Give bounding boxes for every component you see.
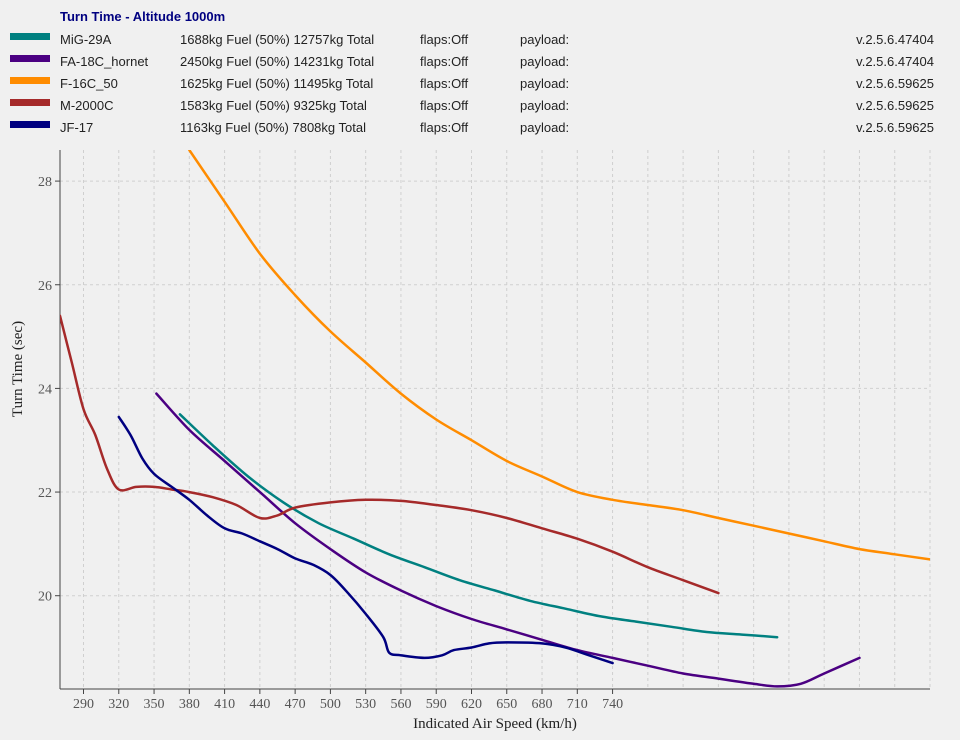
legend-name: M-2000C xyxy=(60,98,113,113)
legend-flaps: flaps:Off xyxy=(420,32,469,47)
legend-version: v.2.5.6.47404 xyxy=(856,54,934,69)
legend-fuel: 1688kg Fuel (50%) 12757kg Total xyxy=(180,32,374,47)
x-tick-label: 290 xyxy=(73,697,94,712)
legend-fuel: 1583kg Fuel (50%) 9325kg Total xyxy=(180,98,367,113)
x-tick-label: 740 xyxy=(602,697,623,712)
x-tick-label: 710 xyxy=(567,697,588,712)
y-tick-label: 20 xyxy=(38,590,52,605)
legend-flaps: flaps:Off xyxy=(420,76,469,91)
x-tick-label: 560 xyxy=(390,697,411,712)
x-tick-label: 590 xyxy=(426,697,447,712)
axes-layer xyxy=(59,150,930,690)
x-tick-label: 680 xyxy=(532,697,553,712)
legend-item: JF-17 1163kg Fuel (50%) 7808kg Total flaps… xyxy=(10,120,934,135)
x-tick-label: 500 xyxy=(320,697,341,712)
legend-payload: payload: xyxy=(520,76,569,91)
legend-name: F-16C_50 xyxy=(60,76,118,91)
y-axis-title: Turn Time (sec) xyxy=(10,321,26,417)
series-lines xyxy=(60,150,930,688)
x-tick-label: 530 xyxy=(355,697,376,712)
legend-version: v.2.5.6.47404 xyxy=(856,32,934,47)
legend-fuel: 1163kg Fuel (50%) 7808kg Total xyxy=(180,120,366,135)
y-tick-label: 28 xyxy=(38,175,52,190)
series-line-0 xyxy=(178,413,779,639)
legend: Turn Time - Altitude 1000m MiG-29A 1688kg… xyxy=(10,9,934,135)
legend-fuel: 2450kg Fuel (50%) 14231kg Total xyxy=(180,54,374,69)
y-tick-label: 26 xyxy=(38,279,52,294)
series-line-2 xyxy=(188,150,930,561)
legend-item: F-16C_50 1625kg Fuel (50%) 11495kg Total f… xyxy=(10,76,934,91)
legend-item: M-2000C 1583kg Fuel (50%) 9325kg Total fla… xyxy=(10,98,934,113)
legend-flaps: flaps:Off xyxy=(420,98,469,113)
tick-labels: 290 320 350 380 410 440 470 500 530 560 590 620 650 6… xyxy=(38,175,623,712)
series-line-3 xyxy=(60,314,720,595)
grid-layer xyxy=(60,150,931,689)
series-line-1 xyxy=(155,392,861,688)
legend-flaps: flaps:Off xyxy=(420,120,469,135)
x-tick-label: 320 xyxy=(108,697,129,712)
legend-name: FA-18C_hornet xyxy=(60,54,149,69)
legend-fuel: 1625kg Fuel (50%) 11495kg Total xyxy=(180,76,373,91)
x-tick-label: 350 xyxy=(144,697,165,712)
legend-flaps: flaps:Off xyxy=(420,54,469,69)
legend-swatch xyxy=(10,33,50,40)
legend-name: MiG-29A xyxy=(60,32,112,47)
legend-swatch xyxy=(10,99,50,106)
legend-version: v.2.5.6.59625 xyxy=(856,98,934,113)
legend-version: v.2.5.6.59625 xyxy=(856,120,934,135)
x-tick-label: 410 xyxy=(214,697,235,712)
legend-payload: payload: xyxy=(520,98,569,113)
legend-payload: payload: xyxy=(520,54,569,69)
y-tick-label: 24 xyxy=(38,382,52,397)
x-axis-title: Indicated Air Speed (km/h) xyxy=(413,716,577,732)
legend-payload: payload: xyxy=(520,32,569,47)
legend-swatch xyxy=(10,121,50,128)
x-tick-label: 620 xyxy=(461,697,482,712)
legend-item: FA-18C_hornet 2450kg Fuel (50%) 14231kg T… xyxy=(10,54,934,69)
x-tick-label: 470 xyxy=(285,697,306,712)
legend-swatch xyxy=(10,77,50,84)
legend-payload: payload: xyxy=(520,120,569,135)
legend-name: JF-17 xyxy=(60,120,93,135)
x-tick-label: 380 xyxy=(179,697,200,712)
x-tick-label: 440 xyxy=(249,697,270,712)
series-line-4 xyxy=(117,415,614,665)
legend-item: MiG-29A 1688kg Fuel (50%) 12757kg Total fl… xyxy=(10,32,934,47)
y-tick-label: 22 xyxy=(38,486,52,501)
chart-title: Turn Time - Altitude 1000m xyxy=(60,9,225,24)
legend-version: v.2.5.6.59625 xyxy=(856,76,934,91)
x-tick-label: 650 xyxy=(496,697,517,712)
legend-swatch xyxy=(10,55,50,62)
